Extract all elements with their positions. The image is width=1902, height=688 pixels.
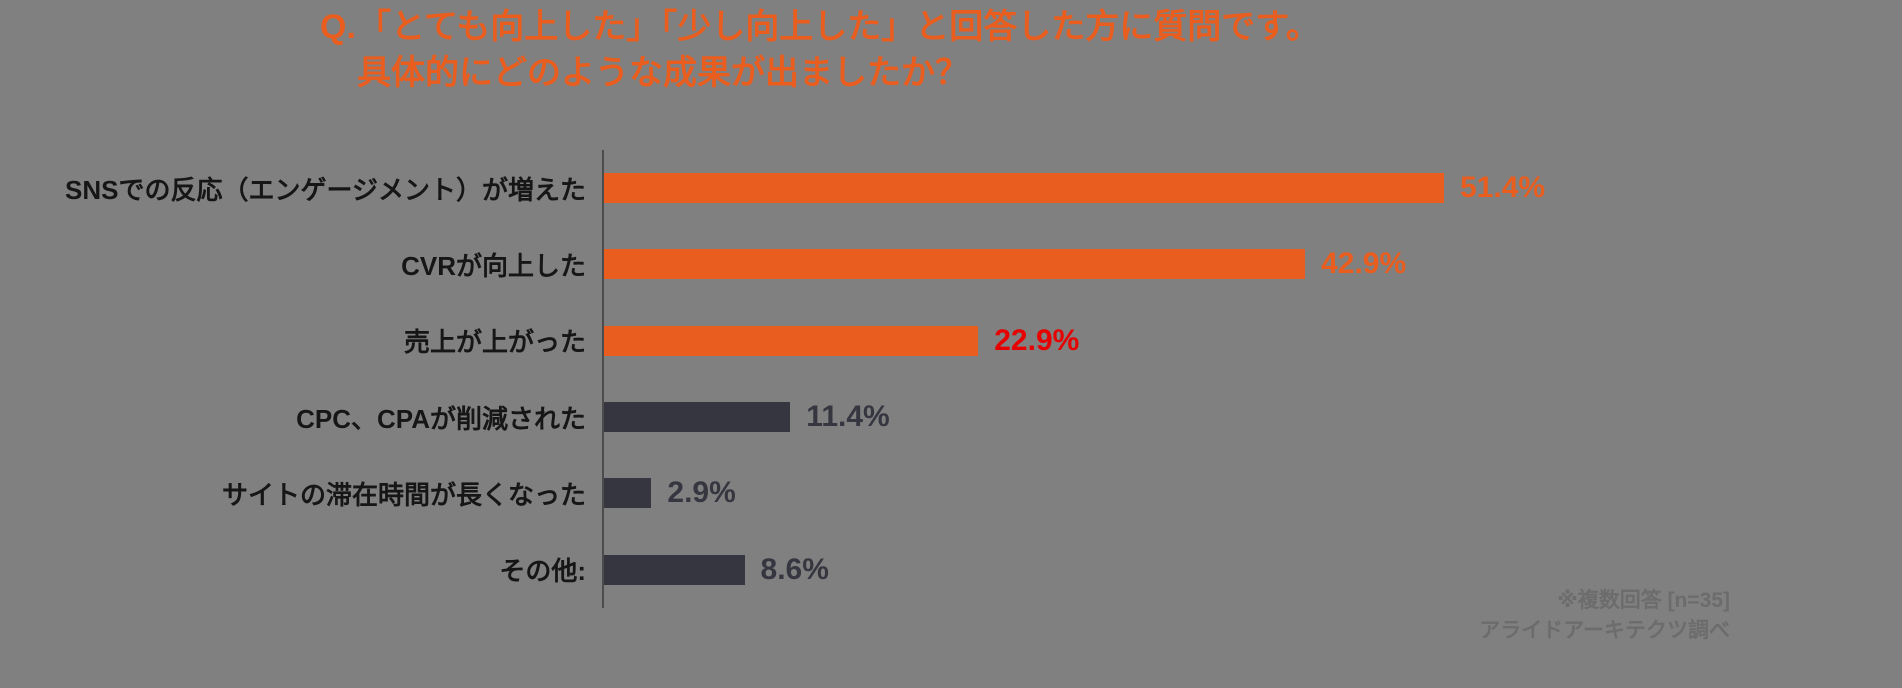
category-label: サイトの滞在時間が長くなった <box>221 479 586 510</box>
chart-row: その他: 8.6% <box>0 532 1902 608</box>
chart-row: SNSでの反応（エンゲージメント）が増えた 51.4% <box>0 150 1902 226</box>
chart-row: 売上が上がった 22.9% <box>0 303 1902 379</box>
question-title-line2: 具体的にどのような成果が出ましたか？ <box>357 54 969 92</box>
question-title-line1: 「とても向上した」「少し向上した」と回答した方に質問です。 <box>357 8 1320 46</box>
bar <box>604 554 745 585</box>
footnote-sample-size: ※複数回答 [n=35] <box>1557 589 1730 612</box>
question-prefix: Q. <box>320 8 356 46</box>
bar <box>604 173 1444 204</box>
footnote-source: アライドアーキテクツ調べ <box>1479 619 1730 642</box>
category-label: 売上が上がった <box>403 327 586 358</box>
question-title: Q. 「とても向上した」「少し向上した」と回答した方に質問です。 具体的にどのよ… <box>320 4 1320 96</box>
value-label: 2.9% <box>667 476 736 510</box>
chart-row: CPC、CPAが削減された 11.4% <box>0 379 1902 455</box>
bar <box>604 402 791 433</box>
value-label: 11.4% <box>806 400 890 434</box>
value-label: 51.4% <box>1460 171 1546 205</box>
value-label: 42.9% <box>1321 247 1407 281</box>
chart-row: サイトの滞在時間が長くなった 2.9% <box>0 455 1902 531</box>
value-label: 8.6% <box>760 552 829 586</box>
bar-chart: SNSでの反応（エンゲージメント）が増えた 51.4% CVRが向上した 42.… <box>0 150 1902 608</box>
bar <box>604 478 652 509</box>
chart-row: CVRが向上した 42.9% <box>0 226 1902 302</box>
y-axis-line <box>602 150 604 608</box>
category-label: CVRが向上した <box>401 250 586 281</box>
bar <box>604 325 979 356</box>
value-label: 22.9% <box>994 323 1080 357</box>
category-label: その他: <box>499 556 586 587</box>
category-label: CPC、CPAが削減された <box>296 403 586 434</box>
source-footnote: ※複数回答 [n=35] アライドアーキテクツ調べ <box>1479 586 1730 646</box>
category-label: SNSでの反応（エンゲージメント）が増えた <box>65 174 586 205</box>
bar <box>604 249 1306 280</box>
